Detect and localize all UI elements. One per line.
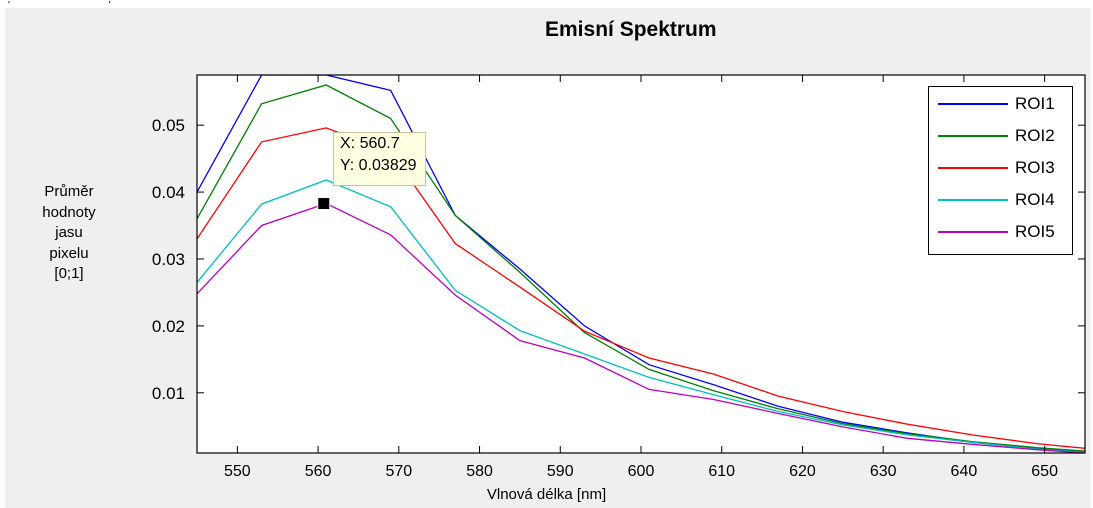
y-tick-label: 0.04: [152, 183, 185, 202]
x-tick-label: 610: [708, 463, 735, 480]
chart-title: Emisní Spektrum: [545, 18, 717, 41]
x-tick-label: 630: [870, 463, 897, 480]
legend-item-roi4[interactable]: ROI4: [929, 188, 1072, 212]
data-tip-y: Y: 0.03829: [340, 157, 417, 174]
x-tick-label: 640: [951, 463, 978, 480]
data-tip-marker: [317, 197, 331, 211]
y-axis-label-line: Průměr: [44, 183, 94, 200]
series-line-roi5: [197, 202, 1085, 453]
legend-item-roi5[interactable]: ROI5: [929, 220, 1072, 244]
legend-label: ROI3: [1015, 158, 1055, 177]
legend-label: ROI5: [1015, 222, 1055, 241]
legend-swatch: [938, 167, 1008, 169]
legend-item-roi3[interactable]: ROI3: [929, 156, 1072, 180]
y-tick-label: 0.05: [152, 116, 185, 135]
x-tick-label: 650: [1031, 463, 1058, 480]
x-tick-label: 590: [547, 463, 574, 480]
legend-item-roi2[interactable]: ROI2: [929, 124, 1072, 148]
legend-label: ROI4: [1015, 190, 1055, 209]
x-tick-label: 620: [789, 463, 816, 480]
y-tick-label: 0.02: [152, 317, 185, 336]
x-tick-label: 550: [224, 463, 251, 480]
y-axis-label-line: [0;1]: [54, 265, 84, 282]
x-tick-label: 600: [628, 463, 655, 480]
data-tip[interactable]: X: 560.7 Y: 0.03829: [333, 132, 426, 186]
corner-marks: ' ': [8, 0, 159, 11]
x-tick-label: 560: [305, 463, 332, 480]
data-tip-x: X: 560.7: [340, 135, 400, 152]
series-line-roi2: [197, 84, 1085, 452]
legend-label: ROI2: [1015, 126, 1055, 145]
y-axis-label-line: hodnoty: [42, 203, 96, 221]
legend[interactable]: ROI1 ROI2 ROI3 ROI4 ROI5: [928, 86, 1073, 255]
legend-item-roi1[interactable]: ROI1: [929, 92, 1072, 116]
y-axis-label-line: pixelu: [49, 244, 89, 262]
legend-label: ROI1: [1015, 94, 1055, 113]
x-axis-label: Vlnová délka [nm]: [486, 486, 607, 503]
y-tick-label: 0.01: [152, 384, 185, 403]
legend-swatch: [938, 199, 1008, 201]
series-line-roi4: [197, 179, 1085, 453]
legend-swatch: [938, 231, 1008, 233]
legend-swatch: [938, 135, 1008, 137]
y-axis-label: Průměr hodnoty jasu pixelu [0;1]: [30, 182, 108, 285]
x-tick-label: 570: [385, 463, 412, 480]
y-axis-label-line: jasu: [55, 224, 83, 241]
y-tick-label: 0.03: [152, 250, 185, 269]
x-tick-label: 580: [466, 463, 493, 480]
legend-swatch: [938, 103, 1008, 105]
